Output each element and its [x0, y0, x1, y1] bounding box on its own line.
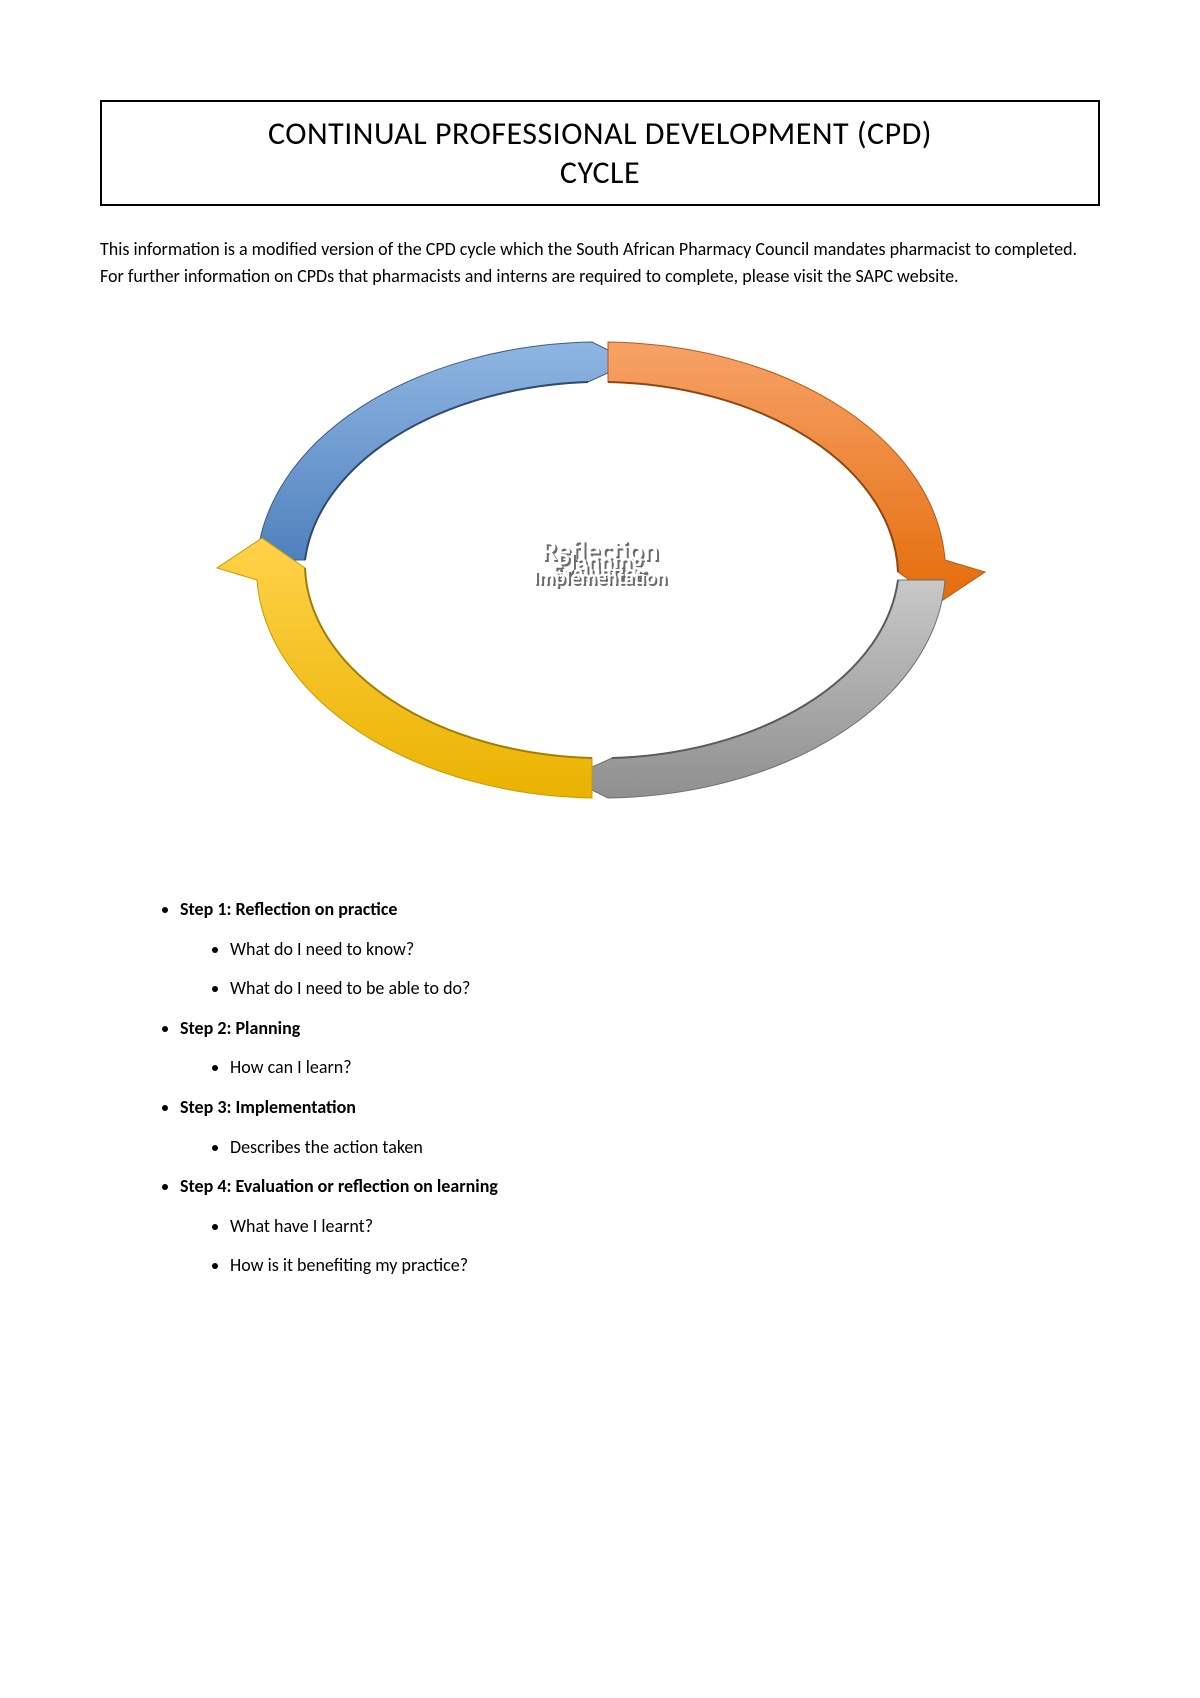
title-line-1: CONTINUAL PROFESSIONAL DEVELOPMENT (CPD) [122, 114, 1078, 153]
segment-planning [608, 342, 985, 602]
step-1: Step 1: Reflection on practice What do I… [180, 890, 1100, 1009]
svg-text:Implementation: Implementation [533, 566, 667, 590]
step-4-item-1: How is it benefiting my practice? [230, 1246, 1100, 1286]
step-4: Step 4: Evaluation or reflection on lear… [180, 1167, 1100, 1286]
step-1-item-0: What do I need to know? [230, 930, 1100, 970]
title-line-2: CYCLE [122, 153, 1078, 192]
cycle-diagram: Reflection Reflection Planning Planning … [100, 310, 1100, 830]
segment-implementation [568, 580, 945, 798]
intro-paragraph: This information is a modified version o… [100, 236, 1100, 290]
step-3-item-0: Describes the action taken [230, 1128, 1100, 1168]
segment-reflection [257, 342, 632, 560]
step-3: Step 3: Implementation Describes the act… [180, 1088, 1100, 1167]
steps-list: Step 1: Reflection on practice What do I… [160, 890, 1100, 1286]
step-4-title: Step 4: Evaluation or reflection on lear… [180, 1175, 498, 1197]
step-1-title: Step 1: Reflection on practice [180, 898, 397, 920]
step-1-items: What do I need to know? What do I need t… [230, 930, 1100, 1009]
cycle-svg: Reflection Reflection Planning Planning … [210, 310, 990, 830]
step-4-items: What have I learnt? How is it benefiting… [230, 1207, 1100, 1286]
title-box: CONTINUAL PROFESSIONAL DEVELOPMENT (CPD)… [100, 100, 1100, 206]
step-2-items: How can I learn? [230, 1048, 1100, 1088]
center-labels: Reflection Reflection Planning Planning … [533, 533, 669, 592]
step-2-item-0: How can I learn? [230, 1048, 1100, 1088]
step-1-item-1: What do I need to be able to do? [230, 969, 1100, 1009]
step-2-title: Step 2: Planning [180, 1017, 300, 1039]
step-2: Step 2: Planning How can I learn? [180, 1009, 1100, 1088]
step-4-item-0: What have I learnt? [230, 1207, 1100, 1247]
step-3-title: Step 3: Implementation [180, 1096, 356, 1118]
step-3-items: Describes the action taken [230, 1128, 1100, 1168]
